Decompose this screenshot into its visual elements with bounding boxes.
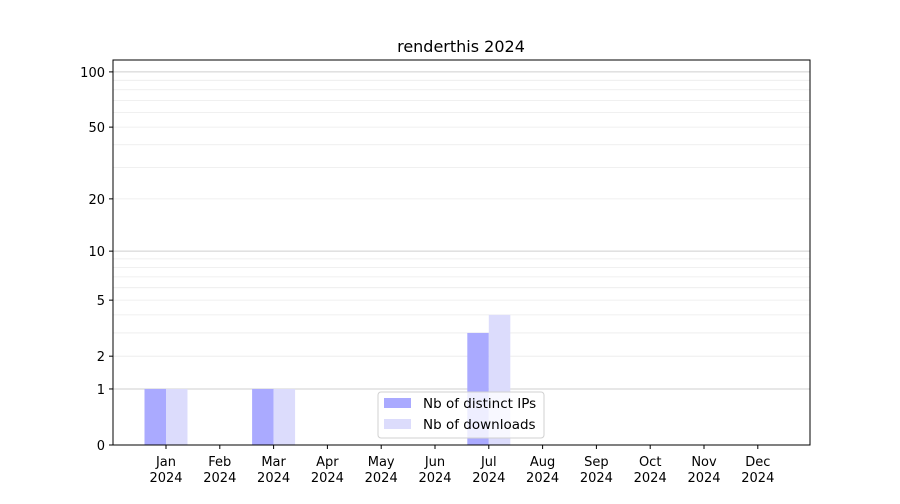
y-tick-label: 10 bbox=[88, 245, 105, 260]
chart-title: renderthis 2024 bbox=[397, 37, 525, 56]
x-tick-label: May bbox=[368, 455, 395, 470]
x-tick-label: 2024 bbox=[203, 471, 236, 486]
x-tick-label: Aug bbox=[530, 455, 555, 470]
bar-distinct-ips bbox=[144, 388, 166, 445]
y-tick-label: 2 bbox=[97, 350, 105, 365]
x-tick-label: 2024 bbox=[365, 471, 398, 486]
grid bbox=[113, 71, 810, 390]
x-tick-label: 2024 bbox=[149, 471, 182, 486]
y-tick-label: 100 bbox=[80, 66, 105, 81]
x-tick-label: Dec bbox=[745, 455, 770, 470]
y-tick-label: 5 bbox=[97, 294, 105, 309]
y-tick-label: 20 bbox=[88, 193, 105, 208]
x-tick-label: Sep bbox=[584, 455, 609, 470]
legend-label: Nb of downloads bbox=[423, 417, 536, 433]
legend-swatch bbox=[384, 398, 411, 408]
legend-swatch bbox=[384, 419, 411, 429]
x-tick-label: 2024 bbox=[418, 471, 451, 486]
x-tick-label: Feb bbox=[208, 455, 231, 470]
x-tick-label: 2024 bbox=[634, 471, 667, 486]
x-axis: Jan2024Feb2024Mar2024Apr2024May2024Jun20… bbox=[149, 445, 774, 486]
legend-label: Nb of distinct IPs bbox=[423, 396, 536, 412]
bar-distinct-ips bbox=[252, 388, 274, 445]
y-tick-label: 1 bbox=[97, 383, 105, 398]
y-tick-label: 50 bbox=[88, 121, 105, 136]
x-tick-label: 2024 bbox=[580, 471, 613, 486]
x-tick-label: Jun bbox=[424, 455, 445, 470]
y-axis: 0 1 2 5 10 20 50 100 bbox=[80, 66, 113, 454]
x-tick-label: 2024 bbox=[741, 471, 774, 486]
x-tick-label: Jan bbox=[155, 455, 176, 470]
x-tick-label: 2024 bbox=[311, 471, 344, 486]
y-tick-label: 0 bbox=[97, 439, 105, 454]
bar-downloads bbox=[273, 388, 296, 445]
bar-downloads bbox=[166, 388, 188, 445]
x-tick-label: Apr bbox=[316, 455, 339, 470]
x-tick-label: 2024 bbox=[472, 471, 505, 486]
x-tick-label: Oct bbox=[639, 455, 661, 470]
x-tick-label: 2024 bbox=[257, 471, 290, 486]
x-tick-label: Jul bbox=[480, 455, 497, 470]
plot-frame bbox=[112, 59, 811, 446]
x-tick-label: 2024 bbox=[526, 471, 559, 486]
x-tick-label: Mar bbox=[261, 455, 286, 470]
legend: Nb of distinct IPs Nb of downloads bbox=[377, 391, 545, 439]
x-tick-label: 2024 bbox=[687, 471, 720, 486]
x-tick-label: Nov bbox=[691, 455, 717, 470]
legend-box bbox=[377, 391, 545, 439]
